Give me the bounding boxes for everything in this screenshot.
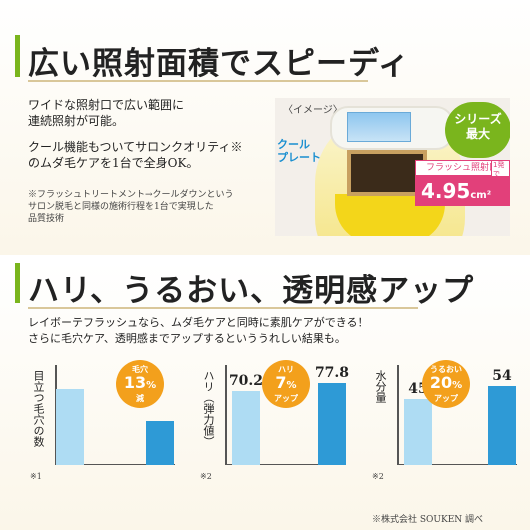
source-note: ※株式会社 SOUKEN 調べ (372, 515, 484, 525)
cool-plate (347, 112, 411, 142)
section1-title: 広い照射面積でスピーディ (28, 46, 410, 82)
chart-ylabel: ハリ（弾力値） (202, 370, 215, 447)
bar-before (404, 399, 432, 465)
flash-area-value: 4.95cm² (415, 176, 510, 206)
chart-firmness: ハリ（弾力値） ※2 70.2 77.8 ハリ 7% アップ (198, 360, 349, 481)
chart-footnote: ※1 (30, 472, 42, 481)
bar-before (56, 389, 84, 465)
bar-before (232, 391, 260, 465)
result-badge: うるおい 20% アップ (422, 360, 470, 408)
series-max-badge: シリーズ 最大 (445, 102, 510, 158)
x-axis (55, 463, 175, 465)
per-shot-tag: 1発で (491, 160, 510, 180)
x-axis (225, 463, 345, 465)
y-axis (55, 365, 57, 465)
y-axis (225, 365, 227, 465)
result-badge: ハリ 7% アップ (262, 360, 310, 408)
section2-title: ハリ、うるおい、透明感アップ (28, 273, 475, 309)
cool-plate-label: クール プレート (277, 138, 321, 164)
y-axis (397, 365, 399, 465)
section1-footnote: ※フラッシュトリートメント→クールダウンという サロン脱毛と同様の施術行程を1台… (28, 190, 234, 224)
chart-moisture: 水分量 ※2 45 54 うるおい 20% アップ (370, 360, 520, 481)
result-badge: 毛穴 13% 減 (116, 360, 164, 408)
value-after: 54 (492, 368, 512, 384)
title-accent-bar (15, 35, 20, 77)
chart-pores: 目立つ毛穴の数 ※1 毛穴 13% 減 (28, 360, 178, 481)
value-before: 70.2 (228, 373, 264, 389)
chart-ylabel: 水分量 (374, 370, 387, 403)
chart-ylabel: 目立つ毛穴の数 (32, 370, 45, 447)
x-axis (397, 463, 517, 465)
flash-lamp (347, 150, 427, 196)
value-after: 77.8 (314, 365, 350, 381)
title-accent-bar-2 (15, 263, 20, 303)
section1-para2: クール機能もついてサロンクオリティ※ のムダ毛ケアを1台で全身OK。 (28, 140, 243, 170)
device-image: 〈イメージ〉 クール プレート シリーズ 最大 フラッシュ照射口 1発で 4.9… (275, 98, 510, 236)
chart-footnote: ※2 (372, 472, 384, 481)
section2-para: レイボーテフラッシュなら、ムダ毛ケアと同時に素肌ケアができる！ さらに毛穴ケア、… (28, 316, 369, 345)
title-underline (28, 80, 368, 82)
title-underline-2 (28, 307, 418, 309)
bar-after (146, 421, 174, 465)
bar-after (488, 386, 516, 465)
image-caption: 〈イメージ〉 (283, 105, 343, 116)
chart-footnote: ※2 (200, 472, 212, 481)
bar-after (318, 383, 346, 465)
section1-para1: ワイドな照射口で広い範囲に 連続照射が可能。 (28, 98, 185, 128)
